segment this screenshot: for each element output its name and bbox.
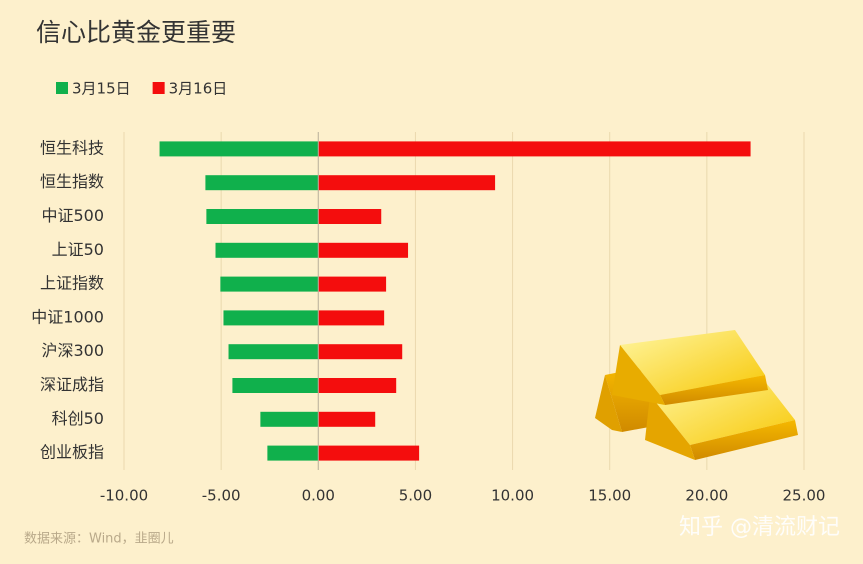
bar [318, 445, 420, 461]
x-tick-label: -10.00 [100, 487, 148, 505]
bar [260, 411, 319, 427]
bar [232, 378, 319, 393]
bar [318, 242, 409, 258]
x-tick-label: 20.00 [685, 487, 728, 505]
bar [318, 141, 751, 157]
source-note: 数据来源：Wind，韭圈儿 [24, 532, 174, 547]
watermark: 知乎 @清流财记 [679, 515, 840, 540]
y-tick-label: 上证50 [52, 240, 104, 259]
bar [220, 276, 319, 292]
x-tick-label: 5.00 [399, 487, 432, 505]
y-tick-label: 恒生科技 [40, 138, 104, 157]
bar [318, 175, 496, 191]
y-tick-label: 中证1000 [31, 307, 104, 326]
y-tick-label: 科创50 [52, 409, 104, 428]
x-tick-label: 10.00 [491, 487, 534, 505]
x-tick-label: 0.00 [302, 487, 335, 505]
bar [205, 175, 319, 191]
y-tick-label: 创业板指 [40, 443, 104, 462]
bar [159, 141, 319, 157]
legend-label: 3月15日 [72, 80, 131, 98]
bar [215, 242, 319, 258]
legend-swatch [56, 82, 68, 94]
gold-bars [595, 330, 798, 460]
bar [318, 411, 376, 427]
bar [206, 209, 319, 224]
x-tick-label: 15.00 [588, 487, 631, 505]
legend-swatch [152, 82, 165, 94]
x-tick-label: 25.00 [783, 487, 826, 505]
bar [318, 344, 403, 360]
bar [318, 209, 382, 224]
bar [223, 310, 319, 326]
x-tick-label: -5.00 [202, 487, 241, 505]
y-tick-label: 沪深300 [41, 341, 104, 360]
bar [228, 344, 319, 360]
y-tick-label: 上证指数 [40, 274, 104, 293]
bar [267, 445, 319, 461]
y-tick-label: 恒生指数 [40, 172, 104, 191]
y-tick-label: 深证成指 [40, 375, 104, 394]
legend-label: 3月16日 [169, 80, 228, 98]
chart-title: 信心比黄金更重要 [36, 18, 236, 47]
bar [318, 310, 385, 326]
y-tick-label: 中证500 [41, 206, 104, 225]
bar [318, 276, 387, 292]
bar [318, 378, 397, 393]
